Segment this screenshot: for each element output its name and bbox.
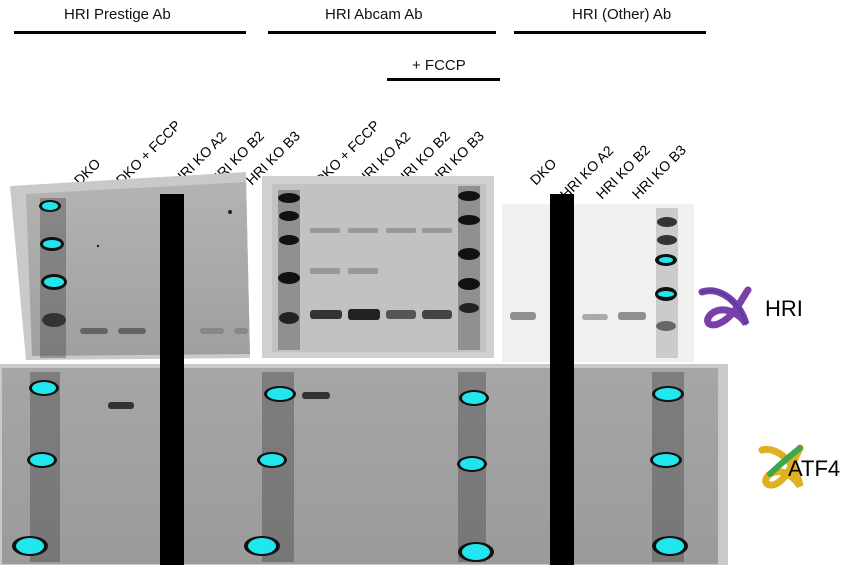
lane-divider (550, 194, 574, 565)
hri-blot-abcam (262, 176, 494, 358)
lane-label: DKO (526, 155, 560, 188)
fccp-treatment-label: + FCCP (412, 57, 466, 74)
fccp-treatment-bar (387, 78, 500, 81)
protein-label-atf4: ATF4 (788, 456, 841, 481)
hri-blot-other (502, 204, 694, 362)
header-prestige: HRI Prestige Ab (64, 6, 171, 23)
header-abcam: HRI Abcam Ab (325, 6, 423, 23)
hri-blot-prestige (10, 172, 250, 360)
ribbon-protein-icon (758, 444, 804, 489)
header-other: HRI (Other) Ab (572, 6, 672, 23)
header-prestige-bar (14, 31, 246, 34)
lane-divider (160, 194, 184, 565)
header-abcam-bar (268, 31, 496, 34)
protein-label-hri: HRI (765, 296, 803, 321)
ribbon-protein-icon (698, 286, 752, 329)
atf4-blot (0, 364, 728, 565)
header-other-bar (514, 31, 706, 34)
